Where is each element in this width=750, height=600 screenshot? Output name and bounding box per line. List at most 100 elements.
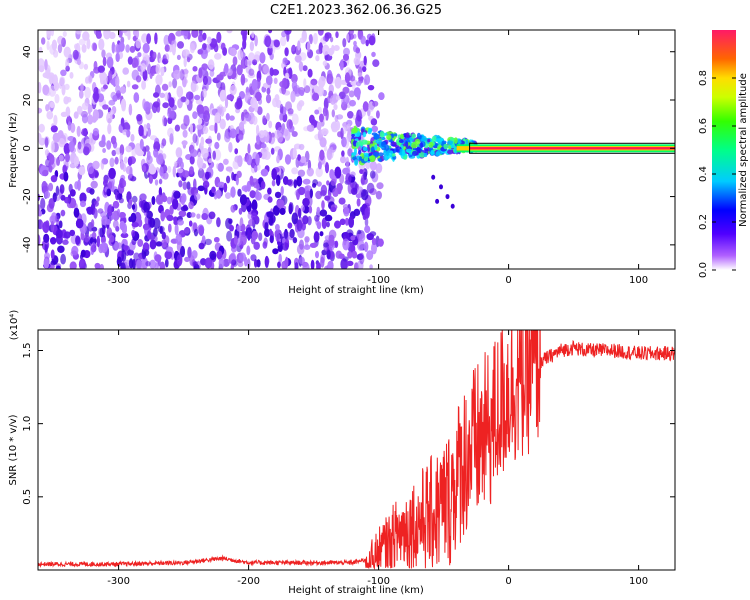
noise-blob [342,238,350,251]
noise-blob [236,170,242,178]
noise-blob [236,64,243,76]
noise-blob [156,154,164,165]
noise-blob [101,49,106,58]
noise-blob [178,180,183,188]
noise-blob [259,52,266,64]
noise-blob [276,199,285,209]
noise-blob [191,83,199,92]
noise-blob [323,145,328,152]
noise-blob [351,250,358,259]
noise-blob [328,234,335,244]
noise-blob [64,83,70,90]
noise-blob [96,196,100,202]
noise-blob [198,33,204,43]
noise-blob [291,131,298,137]
noise-blob [38,210,43,217]
noise-blob [187,186,195,196]
noise-blob [344,217,349,226]
noise-blob [378,92,385,100]
noise-blob [219,118,226,130]
noise-blob [201,235,206,244]
noise-blob [252,59,258,66]
noise-blob [229,84,237,96]
noise-blob [369,161,377,171]
noise-blob [216,132,221,141]
noise-blob [62,31,67,37]
noise-blob [57,43,63,54]
noise-blob [198,67,203,79]
noise-blob [192,261,198,267]
noise-blob [346,33,350,42]
noise-blob [249,41,255,52]
noise-blob [319,231,324,237]
signal-blob [379,131,385,138]
noise-blob [331,109,335,118]
noise-blob [80,200,86,208]
noise-blob [158,57,163,63]
noise-blob [114,242,120,250]
noise-blob [178,210,187,218]
noise-blob [205,171,210,180]
noise-blob [102,56,107,67]
noise-blob [101,134,106,145]
noise-blob [291,44,296,55]
noise-blob [223,158,229,165]
noise-blob [291,167,298,175]
noise-blob [316,121,322,131]
noise-blob [85,76,89,84]
noise-blob [369,264,373,269]
noise-blob [170,34,176,41]
noise-blob [294,54,302,63]
noise-blob [334,76,342,89]
noise-blob [100,75,104,85]
noise-blob [309,188,313,199]
noise-blob [240,73,246,86]
noise-blob [254,258,258,268]
noise-blob [180,245,185,258]
noise-blob [228,142,233,153]
signal-blob [380,141,386,148]
noise-blob [207,36,212,44]
noise-blob [121,222,127,235]
noise-blob [83,146,90,156]
noise-blob [284,228,288,240]
noise-blob [269,228,273,236]
noise-blob [77,105,83,115]
noise-blob [38,65,45,73]
noise-blob [196,124,203,130]
noise-blob [98,38,105,51]
noise-blob [335,31,339,39]
noise-blob [108,70,113,81]
noise-blob [322,44,330,56]
noise-blob [366,182,375,194]
noise-blob [375,163,383,174]
noise-blob [58,154,64,162]
x-tick-label: -100 [367,275,390,286]
noise-blob [136,150,144,157]
noise-blob [50,260,57,266]
noise-blob [104,73,108,84]
noise-blob [367,85,375,91]
noise-blob [255,91,262,102]
noise-blob [314,109,320,115]
noise-blob [307,216,312,226]
noise-blob [48,72,55,78]
noise-blob [276,132,284,143]
noise-blob [343,206,350,217]
noise-blob [253,181,260,189]
signal-blob [450,144,455,149]
noise-blob [303,85,311,94]
noise-blob [133,30,138,36]
noise-blob [347,148,353,157]
x-tick-label: 0 [505,275,511,286]
noise-blob [337,131,342,138]
noise-blob [148,165,157,175]
noise-blob [291,212,298,225]
signal-blob [427,138,431,143]
noise-blob [112,200,120,209]
y-tick-label: -40 [22,237,33,253]
noise-blob [319,137,327,148]
noise-blob [226,175,231,184]
signal-band-outline [469,142,675,154]
noise-blob [167,117,173,124]
